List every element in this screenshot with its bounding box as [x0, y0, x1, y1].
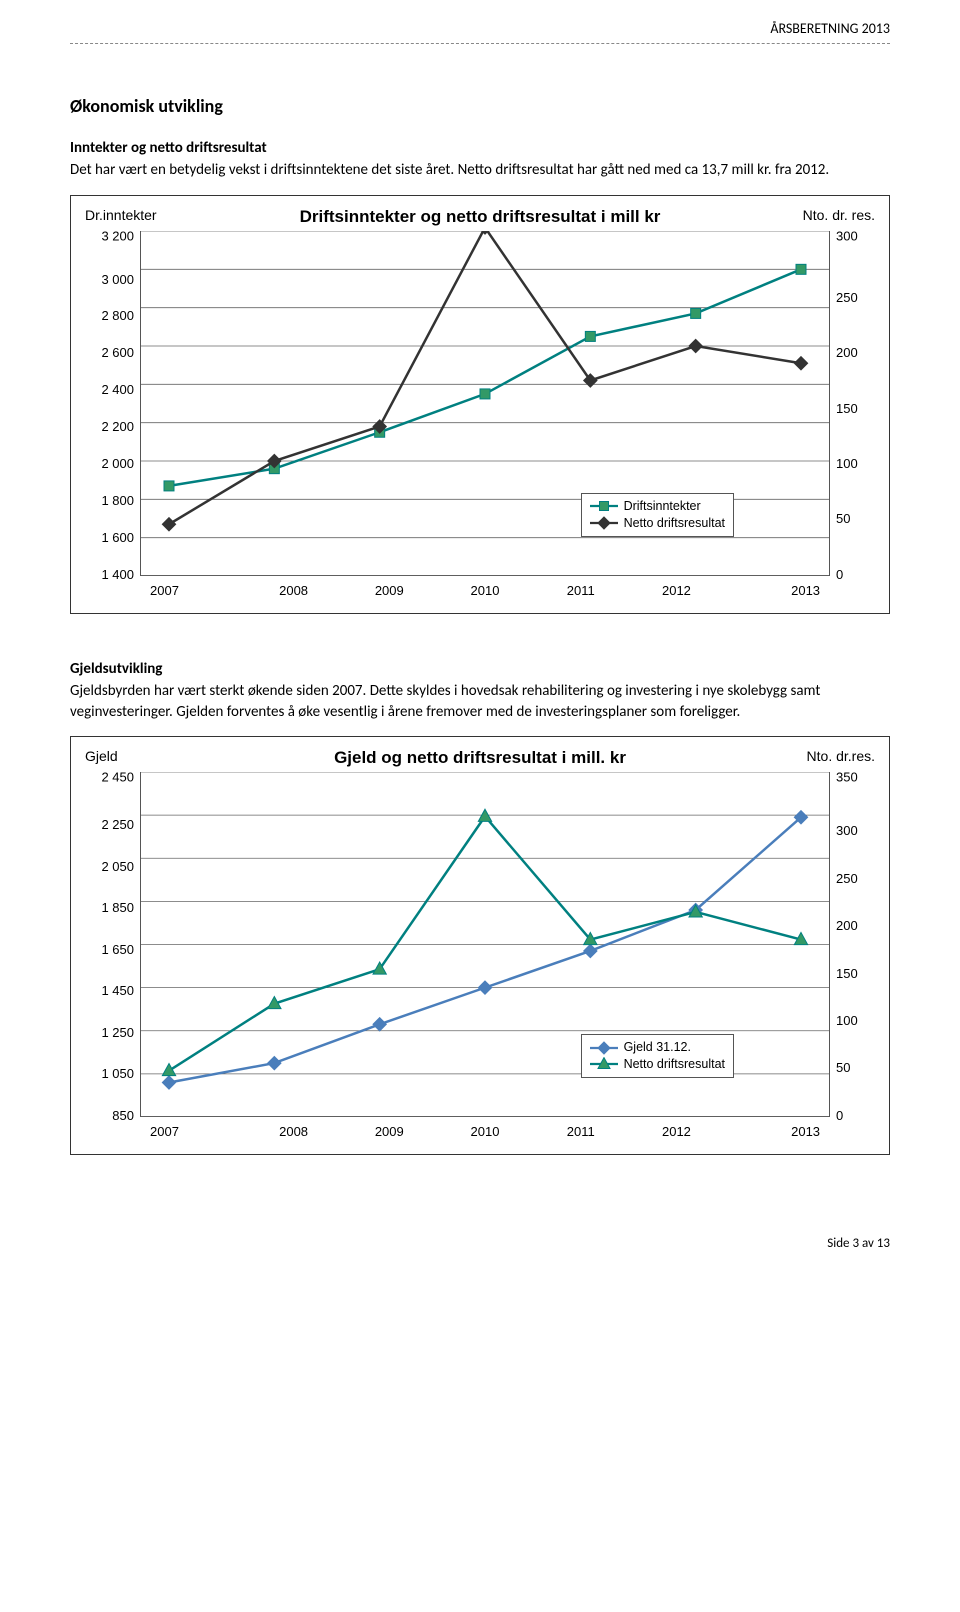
chart1-right-axis-label: Nto. dr. res. [785, 206, 875, 225]
chart2-plot-area: Gjeld 31.12.Netto driftsresultat [140, 772, 830, 1117]
page-footer: Side 3 av 13 [70, 1235, 890, 1253]
section-heading: Økonomisk utvikling [70, 94, 890, 118]
chart2-title: Gjeld og netto driftsresultat i mill. kr [175, 747, 785, 770]
para2-text: Gjeldsbyrden har vært sterkt økende side… [70, 681, 890, 722]
chart1-y-right-ticks: 300250200150100500 [830, 231, 875, 576]
chart2-legend: Gjeld 31.12.Netto driftsresultat [581, 1034, 734, 1078]
chart1-left-axis-label: Dr.inntekter [85, 206, 175, 225]
doc-header: ÅRSBERETNING 2013 [70, 20, 890, 39]
chart-gjeld: Gjeld Gjeld og netto driftsresultat i mi… [70, 736, 890, 1155]
header-divider [70, 43, 890, 44]
chart2-right-axis-label: Nto. dr.res. [785, 747, 875, 766]
doc-title: ÅRSBERETNING 2013 [770, 20, 890, 37]
para1-text: Det har vært en betydelig vekst i drifts… [70, 160, 890, 180]
page-number: Side 3 av 13 [827, 1236, 890, 1251]
chart1-title: Driftsinntekter og netto driftsresultat … [175, 206, 785, 229]
chart1-y-left-ticks: 3 2003 0002 8002 6002 4002 2002 0001 800… [85, 231, 140, 576]
chart2-y-left-ticks: 2 4502 2502 0501 8501 6501 4501 2501 050… [85, 772, 140, 1117]
chart1-legend: DriftsinntekterNetto driftsresultat [581, 493, 734, 537]
chart1-x-ticks: 2007200820092010201120122013 [140, 576, 830, 600]
chart2-x-ticks: 2007200820092010201120122013 [140, 1117, 830, 1141]
chart1-plot-area: DriftsinntekterNetto driftsresultat [140, 231, 830, 576]
chart2-y-right-ticks: 350300250200150100500 [830, 772, 875, 1117]
para2-subhead: Gjeldsutvikling [70, 659, 890, 679]
para1-subhead: Inntekter og netto driftsresultat [70, 138, 890, 158]
chart2-left-axis-label: Gjeld [85, 747, 175, 766]
chart-driftsinntekter: Dr.inntekter Driftsinntekter og netto dr… [70, 195, 890, 614]
